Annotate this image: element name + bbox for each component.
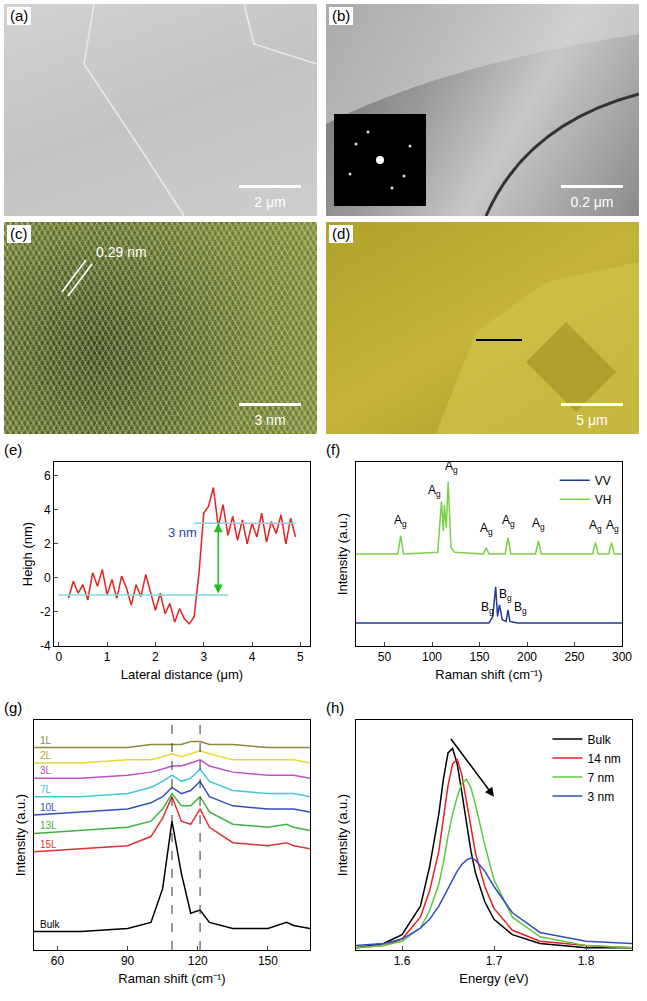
svg-text:7L: 7L — [40, 784, 52, 795]
svg-text:14 nm: 14 nm — [587, 752, 620, 766]
svg-text:3 nm: 3 nm — [587, 790, 614, 804]
svg-text:VV: VV — [595, 474, 611, 488]
svg-text:1.7: 1.7 — [486, 954, 503, 968]
svg-text:3: 3 — [200, 650, 207, 664]
html-text:2 μm: 2 μm — [254, 194, 286, 210]
svg-text:4: 4 — [249, 650, 256, 664]
svg-text:2L: 2L — [40, 750, 52, 761]
svg-text:Raman shift (cm⁻¹): Raman shift (cm⁻¹) — [435, 667, 542, 682]
svg-text:Intensity (a.u.): Intensity (a.u.) — [335, 513, 350, 595]
svg-text:0: 0 — [44, 571, 51, 585]
svg-text:6: 6 — [44, 469, 51, 483]
svg-text:A​g​: A​g​ — [445, 459, 458, 475]
svg-text:B​g​: B​g​ — [499, 587, 512, 603]
svg-text:A​g​: A​g​ — [502, 513, 515, 529]
svg-text:Bulk: Bulk — [40, 919, 60, 930]
svg-text:Raman shift (cm⁻¹): Raman shift (cm⁻¹) — [118, 971, 225, 986]
svg-text:1L: 1L — [40, 735, 52, 746]
svg-text:Intensity (a.u.): Intensity (a.u.) — [335, 794, 350, 876]
svg-text:A​g​: A​g​ — [532, 516, 545, 532]
svg-text:A​g​: A​g​ — [589, 518, 602, 534]
svg-text:Energy (eV): Energy (eV) — [459, 971, 528, 986]
svg-text:50: 50 — [378, 650, 392, 664]
html-text:(b): (b) — [332, 7, 351, 24]
svg-text:1.6: 1.6 — [394, 954, 411, 968]
html-text:(e): (e) — [4, 441, 23, 458]
html-text:(a): (a) — [10, 7, 29, 24]
svg-text:-2: -2 — [40, 605, 51, 619]
svg-text:300: 300 — [612, 650, 632, 664]
html-text:(g): (g) — [4, 699, 23, 716]
svg-text:10L: 10L — [40, 802, 57, 813]
svg-text:200: 200 — [517, 650, 537, 664]
svg-text:A​g​: A​g​ — [428, 483, 441, 499]
svg-text:A​g​: A​g​ — [394, 513, 407, 529]
svg-text:-4: -4 — [40, 639, 51, 653]
svg-text:120: 120 — [188, 954, 208, 968]
html-text:(c): (c) — [10, 225, 28, 242]
svg-text:1: 1 — [104, 650, 111, 664]
svg-text:3L: 3L — [40, 765, 52, 776]
svg-text:B​g​: B​g​ — [481, 600, 494, 616]
svg-text:13L: 13L — [40, 820, 57, 831]
html-text:0.29 nm: 0.29 nm — [96, 244, 147, 260]
svg-text:100: 100 — [422, 650, 442, 664]
svg-text:2: 2 — [152, 650, 159, 664]
html-text:5 μm: 5 μm — [576, 412, 608, 428]
html-text:(f): (f) — [326, 441, 341, 458]
html-text:0.2 μm: 0.2 μm — [570, 194, 614, 210]
svg-text:B​g​: B​g​ — [514, 600, 527, 616]
svg-text:7 nm: 7 nm — [587, 771, 614, 785]
svg-text:150: 150 — [258, 954, 278, 968]
svg-text:2: 2 — [44, 537, 51, 551]
html-text:(d): (d) — [332, 225, 351, 242]
svg-text:150: 150 — [469, 650, 489, 664]
html-text:(h): (h) — [326, 699, 345, 716]
svg-text:250: 250 — [564, 650, 584, 664]
svg-text:Heigh (nm): Heigh (nm) — [20, 522, 35, 586]
svg-text:0: 0 — [55, 650, 62, 664]
svg-text:1.8: 1.8 — [578, 954, 595, 968]
svg-text:60: 60 — [51, 954, 65, 968]
svg-text:Intensity (a.u.): Intensity (a.u.) — [13, 794, 28, 876]
svg-text:Bulk: Bulk — [587, 733, 611, 747]
svg-text:15L: 15L — [40, 839, 57, 850]
svg-text:VH: VH — [595, 493, 612, 507]
svg-text:4: 4 — [44, 503, 51, 517]
svg-text:A​g​: A​g​ — [480, 521, 493, 537]
html-text:3 nm: 3 nm — [254, 412, 286, 428]
svg-text:90: 90 — [121, 954, 135, 968]
svg-text:3 nm: 3 nm — [168, 525, 197, 540]
svg-text:A​g​: A​g​ — [606, 518, 619, 534]
svg-text:5: 5 — [297, 650, 304, 664]
svg-text:Lateral distance (μm): Lateral distance (μm) — [121, 667, 243, 682]
